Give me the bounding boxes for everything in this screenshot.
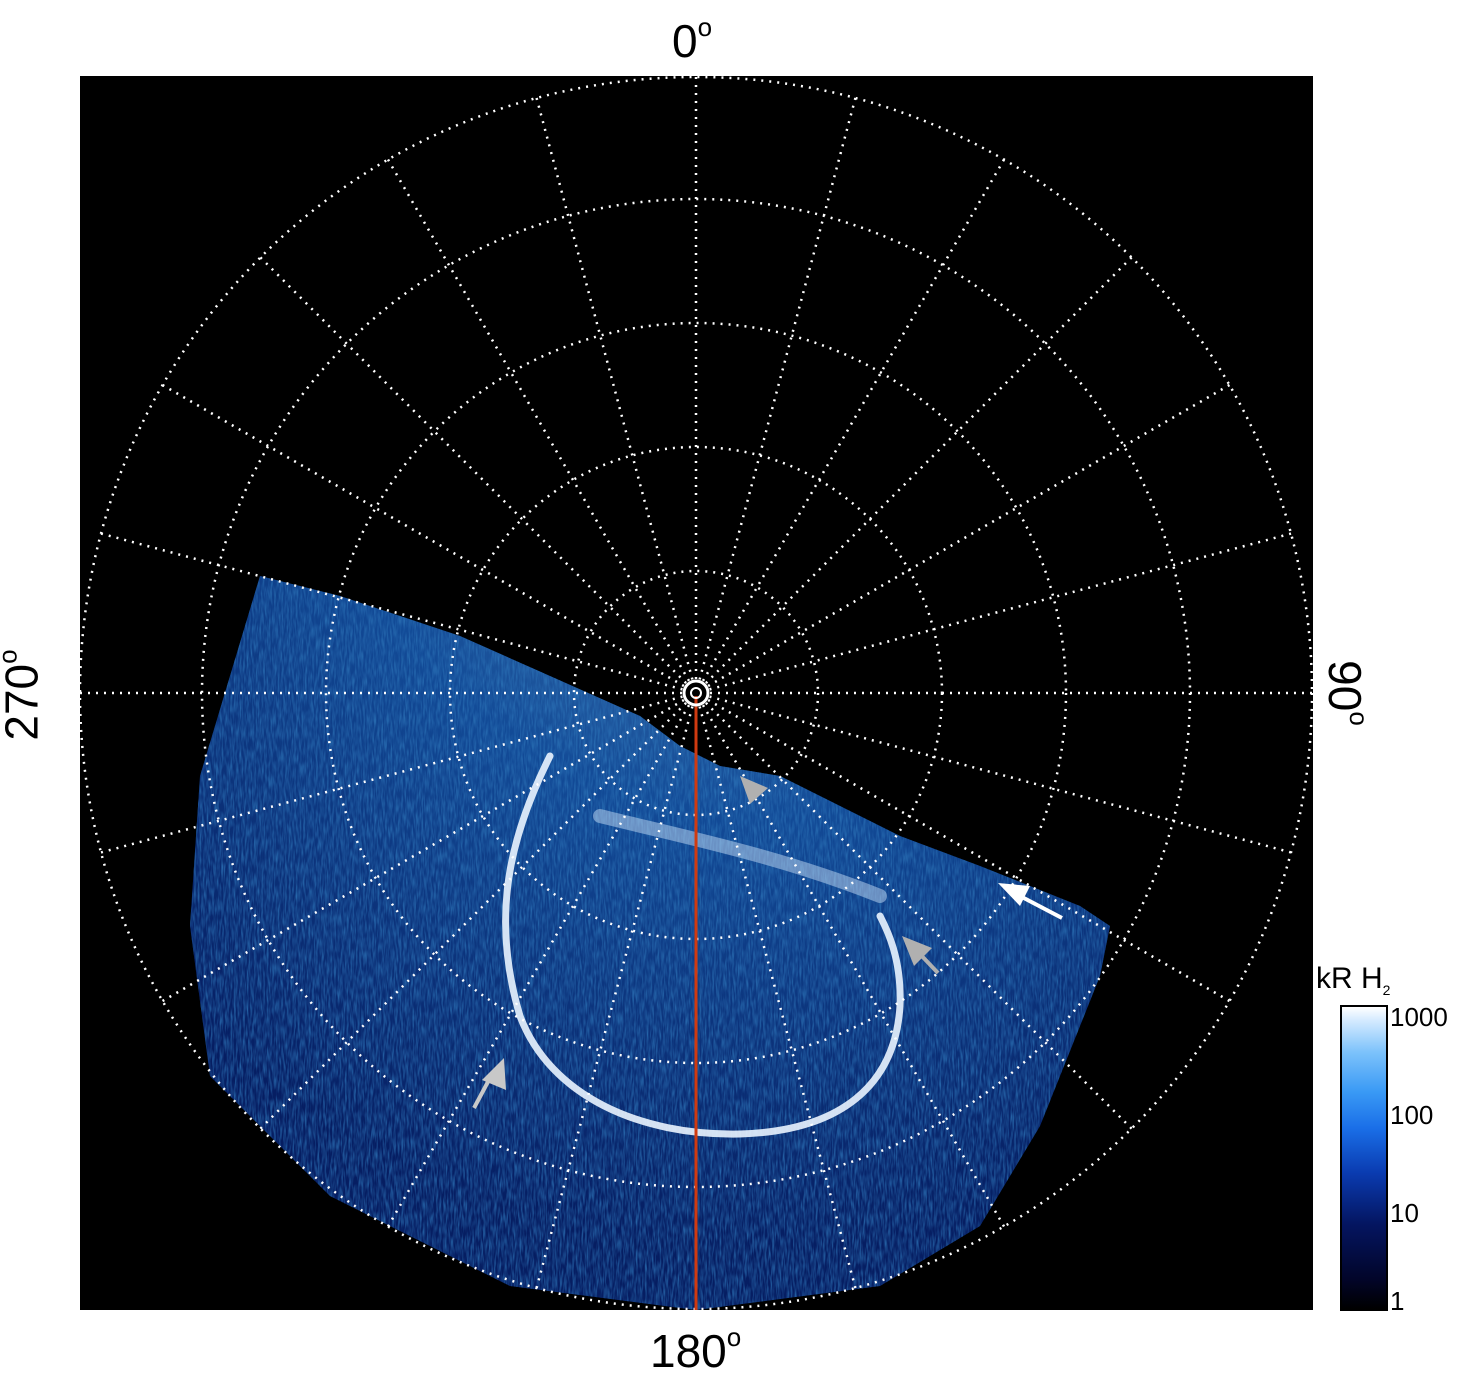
colorbar-title: kR H2 — [1316, 962, 1391, 998]
colorbar-tick-1: 1 — [1390, 1286, 1405, 1316]
grey-arrow-2 — [902, 936, 940, 975]
grid-meridian — [707, 383, 1231, 688]
grid-meridian — [701, 158, 1006, 682]
longitude-label-180: 180o — [650, 1322, 742, 1377]
grid-meridian — [535, 97, 694, 680]
grid-meridian — [386, 158, 691, 682]
longitude-label-0: 0o — [672, 12, 713, 67]
pole-marker — [682, 679, 710, 707]
colorbar-tick-10: 10 — [1390, 1198, 1419, 1228]
polar-projection-plot — [80, 76, 1313, 1310]
colorbar-tick-1000: 1000 — [1390, 1002, 1448, 1032]
grid-meridian — [709, 532, 1292, 691]
white-arrow — [998, 883, 1063, 920]
polar-image-panel — [80, 76, 1313, 1310]
grey-arrow-3 — [472, 1058, 506, 1109]
grey-arrow-1 — [740, 776, 768, 804]
grid-circle — [324, 321, 1068, 1065]
colorbar — [1340, 1005, 1388, 1311]
longitude-label-90: 90o — [1318, 660, 1374, 726]
polar-grid — [80, 76, 1313, 1310]
main-auroral-oval — [502, 752, 904, 1138]
grid-meridian — [698, 97, 857, 680]
colorbar-tick-100: 100 — [1390, 1100, 1434, 1130]
grid-meridian — [705, 256, 1133, 684]
longitude-label-270: 270o — [0, 649, 48, 741]
grid-circle — [572, 569, 820, 817]
